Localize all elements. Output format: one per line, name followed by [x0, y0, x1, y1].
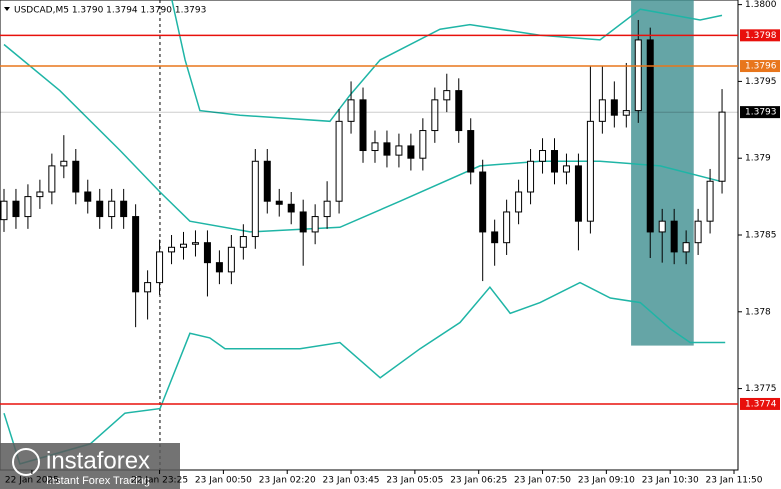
candle-body [132, 216, 140, 293]
candle-body [515, 191, 523, 213]
candle-body [287, 203, 295, 213]
watermark: instaforex Instant Forex Trading [0, 443, 180, 489]
chart-title: USDCAD,M5 1.3790 1.3794 1.3790 1.3793 [14, 6, 206, 16]
candle-body [586, 120, 594, 222]
x-tick-label: 23 Jan 03:45 [323, 476, 380, 486]
bollinger-band [3, 43, 721, 233]
candle-body [598, 99, 606, 122]
candle-body [431, 99, 439, 132]
candle-body [311, 216, 319, 233]
x-tick-label: 23 Jan 07:50 [514, 476, 571, 486]
candle-body [574, 165, 582, 222]
candle-body [718, 111, 726, 182]
candle-body [0, 200, 8, 221]
candle-body [72, 160, 80, 193]
candle-body [491, 231, 499, 244]
candle-body [168, 246, 176, 253]
price-level-label: 1.3793 [745, 108, 777, 118]
x-tick-label: 22 Jan 2025 [5, 476, 59, 486]
watermark-bg [0, 443, 180, 489]
candle-body [658, 220, 666, 233]
candle-body [562, 165, 570, 173]
candle-body [539, 150, 547, 162]
x-tick-label: 23 Jan 11:50 [706, 476, 763, 486]
candle-body [323, 200, 331, 218]
candle-body [263, 160, 271, 202]
x-tick-label: 22 Jan 23:25 [131, 476, 188, 486]
candle-body [634, 39, 642, 112]
candle-body [359, 99, 367, 152]
candle-body [646, 39, 654, 233]
candle-body [682, 242, 690, 253]
candle-body [203, 242, 211, 264]
candle-body [347, 99, 355, 122]
candle-body [215, 262, 223, 273]
bollinger-band [3, 281, 726, 465]
candle-body [455, 90, 463, 132]
candle-body [419, 130, 427, 159]
watermark-logo [12, 448, 40, 476]
candle-body [120, 200, 128, 218]
candle-body [239, 236, 247, 248]
candle-body [275, 200, 283, 205]
candle-body [180, 243, 188, 248]
candle-body [395, 145, 403, 156]
candle-body [335, 120, 343, 202]
candle-body [12, 200, 20, 218]
price-level-box [740, 60, 780, 73]
y-tick-label: 1.3800 [745, 0, 777, 10]
candle-body [527, 160, 535, 193]
x-tick-label: 23 Jan 05:05 [386, 476, 443, 486]
candle-body [96, 200, 104, 218]
candle-body [36, 191, 44, 198]
x-tick-label: 23 Jan 10:30 [642, 476, 699, 486]
marks [0, 0, 738, 470]
watermark-slogan: Instant Forex Trading [46, 475, 150, 487]
candle-body [467, 130, 475, 173]
price-level-box [740, 29, 780, 42]
y-tick-label: 1.378 [745, 307, 771, 317]
candle-body [371, 142, 379, 152]
candle-body [706, 180, 714, 222]
candle-body [48, 165, 56, 193]
plot-frame [0, 0, 739, 471]
x-tick-label: 23 Jan 09:10 [578, 476, 635, 486]
y-tick-label: 1.3785 [745, 231, 777, 241]
candle-body [108, 200, 116, 218]
candle-body [694, 220, 702, 244]
candle-body [479, 171, 487, 233]
candle-body [670, 220, 678, 253]
candle-body [299, 211, 307, 233]
candle-body [84, 191, 92, 202]
candle-body [156, 251, 164, 284]
candle-body [503, 211, 511, 244]
price-level-box [740, 397, 780, 410]
price-level-box [740, 106, 780, 119]
x-tick-label: 23 Jan 06:25 [450, 476, 507, 486]
price-level-label: 1.3796 [745, 62, 777, 72]
bollinger-band [171, 0, 723, 123]
candle-body [622, 110, 630, 116]
candle-body [383, 142, 391, 156]
y-tick-label: 1.3795 [745, 77, 777, 87]
candle-body [191, 242, 199, 245]
y-tick-label: 1.379 [745, 154, 771, 164]
price-level-label: 1.3774 [745, 399, 777, 409]
price-level-label: 1.3798 [745, 31, 777, 41]
candle-body [550, 150, 558, 173]
y-tick-label: 1.3775 [745, 384, 777, 394]
candle-body [227, 246, 235, 273]
x-tick-label: 23 Jan 00:50 [195, 476, 252, 486]
candle-body [144, 282, 152, 293]
candle-body [443, 90, 451, 101]
candle-body [610, 99, 618, 116]
x-tick-label: 23 Jan 02:20 [259, 476, 316, 486]
candle-body [24, 196, 32, 218]
candle-body [251, 160, 259, 238]
candle-body [407, 145, 415, 159]
candle-body [60, 160, 68, 167]
watermark-brand: instaforex [46, 447, 150, 474]
symbol-arrow [4, 7, 10, 11]
